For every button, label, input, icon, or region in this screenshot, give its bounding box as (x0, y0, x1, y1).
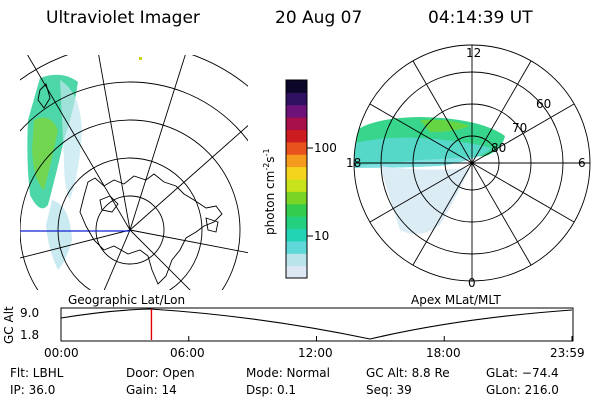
altitude-plot (60, 307, 574, 342)
altitude-xtick-2359: 23:59 (550, 346, 585, 360)
mlat-label-60: 60 (536, 97, 552, 111)
altitude-xtick-1800: 18:00 (426, 346, 461, 360)
noise-pixel (139, 57, 142, 60)
colorbar-band (286, 80, 307, 93)
info-gain: Gain: 14 (126, 383, 177, 397)
app-title: Ultraviolet Imager (46, 8, 200, 28)
colorbar-band (286, 265, 307, 279)
lat-lon-grid (20, 55, 248, 290)
colorbar-unit-label: photon cm-2s-1 (262, 148, 277, 235)
mlat-mlt-polar (353, 44, 591, 282)
altitude-ytick-top: 9.0 (20, 306, 40, 320)
altitude-axis-title: GC Alt (2, 306, 16, 344)
colorbar (286, 80, 307, 279)
mlt-label-18: 18 (346, 156, 362, 170)
observation-time: 04:14:39 UT (428, 8, 533, 28)
altitude-x-ticks (60, 336, 573, 341)
colorbar-label-exp2: -1 (262, 148, 271, 157)
info-filter: Flt: LBHL (10, 366, 64, 380)
colorbar-band (286, 104, 307, 118)
colorbar-band (286, 129, 307, 143)
colorbar-band (286, 166, 307, 180)
altitude-xtick-0000: 00:00 (44, 346, 79, 360)
colorbar-frame (285, 79, 308, 279)
colorbar-band (286, 216, 307, 229)
colorbar-band (286, 228, 307, 242)
colorbar-band (286, 203, 307, 217)
altitude-curve (60, 308, 573, 340)
info-glon: GLon: 216.0 (486, 383, 559, 397)
coastlines (37, 83, 223, 285)
mlt-label-0: 0 (468, 276, 476, 290)
mlat-label-70: 70 (512, 121, 528, 135)
mlt-label-6: 6 (578, 156, 586, 170)
colorbar-label-mid: s (263, 156, 277, 163)
altitude-xtick-0600: 06:00 (170, 346, 205, 360)
aurora-emission-left (27, 74, 82, 270)
aurora-emission-right (354, 117, 505, 234)
info-door: Door: Open (126, 366, 195, 380)
colorbar-tick-label-10: 10 (314, 229, 330, 243)
geographic-caption: Geographic Lat/Lon (68, 293, 186, 307)
colorbar-band (286, 92, 307, 106)
colorbar-label-exp1: -2 (262, 162, 271, 171)
altitude-plot-frame (60, 307, 574, 342)
altitude-ytick-bottom: 1.8 (20, 328, 40, 342)
info-gc-alt: GC Alt: 8.8 Re (366, 366, 450, 380)
observation-date: 20 Aug 07 (275, 8, 363, 28)
info-mode: Mode: Normal (246, 366, 330, 380)
info-dsp: Dsp: 0.1 (246, 383, 297, 397)
apex-caption: Apex MLat/MLT (411, 293, 501, 307)
mlat-label-80: 80 (491, 141, 507, 155)
info-seq: Seq: 39 (366, 383, 412, 397)
colorbar-band (286, 141, 307, 155)
colorbar-band (286, 191, 307, 205)
info-glat: GLat: −74.4 (486, 366, 559, 380)
colorbar-band (286, 253, 307, 267)
colorbar-band (286, 154, 307, 168)
info-ip: IP: 36.0 (10, 383, 56, 397)
colorbar-band (286, 240, 307, 254)
colorbar-band (286, 179, 307, 192)
geographic-map (20, 55, 248, 290)
mlt-label-12: 12 (466, 46, 482, 60)
colorbar-band (286, 117, 307, 130)
colorbar-label-base: photon cm (263, 170, 277, 235)
altitude-xtick-1200: 12:00 (298, 346, 333, 360)
colorbar-tick-label-100: 100 (314, 141, 337, 155)
